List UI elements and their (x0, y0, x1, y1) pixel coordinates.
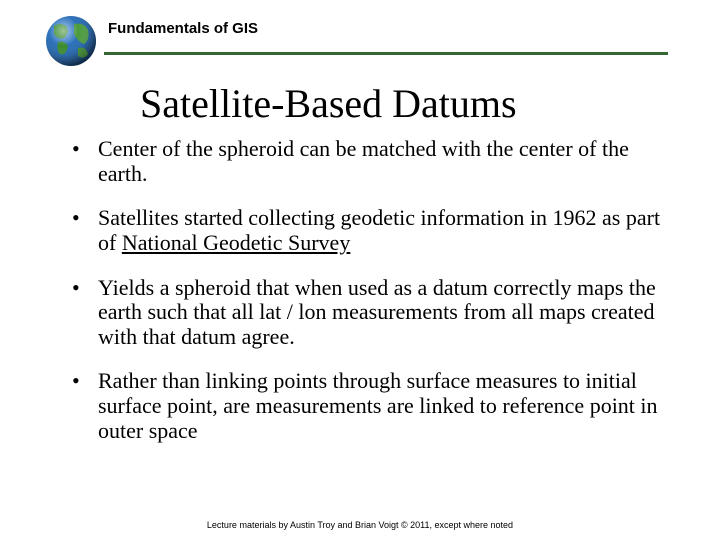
globe-icon (44, 14, 98, 68)
header-divider (104, 52, 668, 55)
bullet-item: Satellites started collecting geodetic i… (72, 206, 670, 255)
slide-title: Satellite-Based Datums (140, 80, 720, 127)
footer-credits: Lecture materials by Austin Troy and Bri… (0, 520, 720, 530)
bullet-text: Center of the spheroid can be matched wi… (98, 136, 629, 186)
bullet-item: Yields a spheroid that when used as a da… (72, 276, 670, 350)
bullet-list: Center of the spheroid can be matched wi… (0, 137, 720, 443)
bullet-text: Rather than linking points through surfa… (98, 368, 658, 442)
header: Fundamentals of GIS (0, 0, 720, 68)
course-title: Fundamentals of GIS (108, 20, 258, 37)
bullet-item: Rather than linking points through surfa… (72, 369, 670, 443)
bullet-item: Center of the spheroid can be matched wi… (72, 137, 670, 186)
bullet-text: Yields a spheroid that when used as a da… (98, 275, 656, 349)
link-national-geodetic-survey[interactable]: National Geodetic Survey (122, 230, 351, 255)
